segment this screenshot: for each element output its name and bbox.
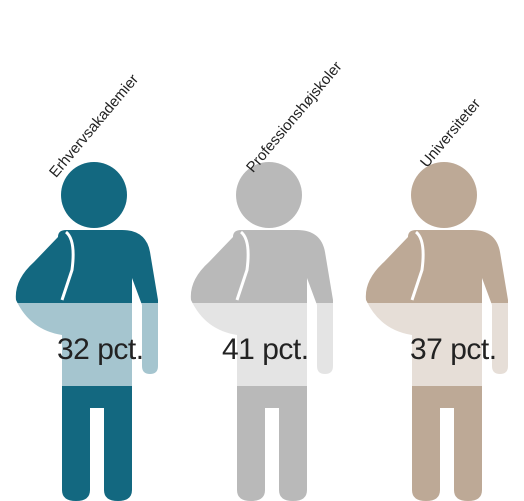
group-professionshojskoler: Professionshøjskoler 41 pct. — [175, 0, 350, 501]
person-universiteter-icon — [350, 162, 524, 501]
value-label: 41 pct. — [222, 333, 309, 366]
person-professionshojskoler-icon — [175, 162, 350, 501]
value-label: 32 pct. — [57, 333, 144, 366]
person-erhvervsakademier-icon — [0, 162, 175, 501]
group-universiteter: Universiteter 37 pct. — [350, 0, 524, 501]
value-label: 37 pct. — [410, 333, 497, 366]
group-erhvervsakademier: Erhvervsakademier 32 pct. — [0, 0, 175, 501]
